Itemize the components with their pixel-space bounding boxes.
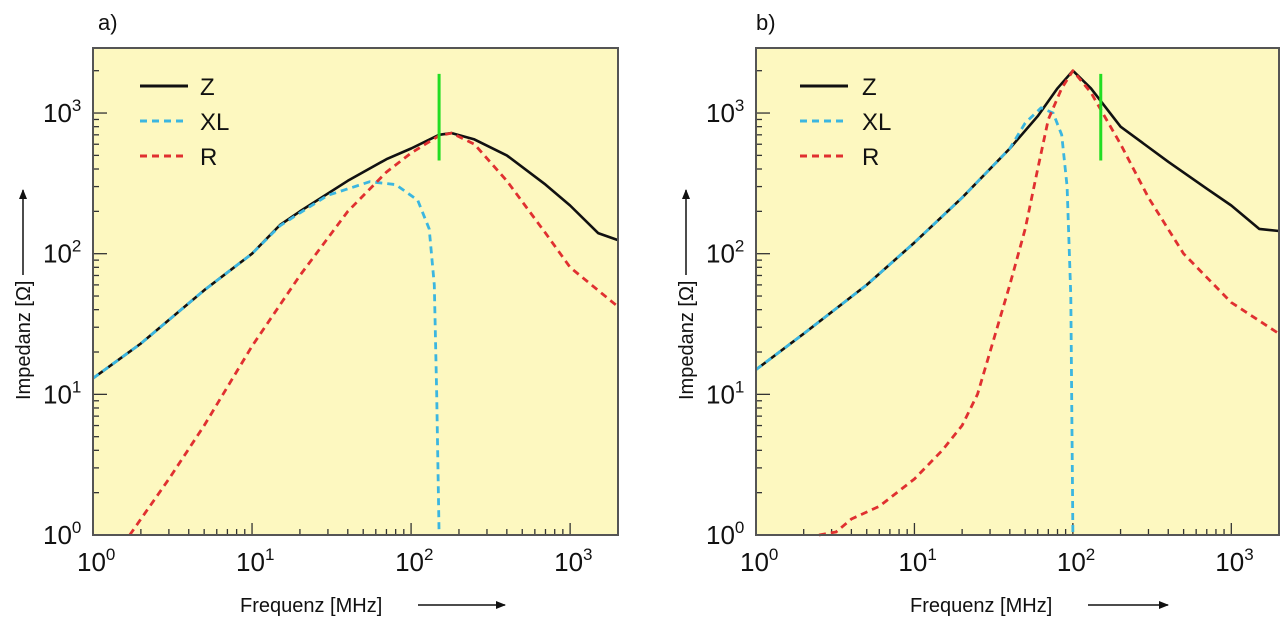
- plot-area: [92, 47, 619, 536]
- series-line-r: [128, 131, 619, 536]
- legend-item-r: R: [800, 144, 879, 171]
- y-axis-label: Impedanz [Ω]: [676, 189, 698, 400]
- y-tick-label: 102: [706, 237, 744, 269]
- x-tick-label: 101: [236, 545, 274, 577]
- series-line-r: [818, 69, 1280, 537]
- y-axis-title: Impedanz [Ω]: [676, 281, 698, 400]
- legend-item-r: R: [140, 144, 217, 171]
- legend-item-z: Z: [800, 74, 877, 101]
- y-tick-label: 100: [706, 518, 744, 550]
- legend-label: XL: [200, 109, 229, 136]
- panel-label: a): [98, 10, 118, 35]
- legend-item-xl: XL: [140, 109, 229, 136]
- chart-panel-a: a) Z XL R Impedanz [Ω] Frequenz [MHz] 10…: [13, 10, 619, 617]
- plot-frame: [92, 47, 619, 536]
- y-tick-label: 102: [43, 237, 81, 269]
- legend-label: Z: [862, 74, 877, 101]
- legend-label: XL: [862, 109, 891, 136]
- legend-label: R: [862, 144, 879, 171]
- y-axis-title: Impedanz [Ω]: [13, 281, 35, 400]
- y-tick-label: 100: [43, 518, 81, 550]
- series-line-xl: [92, 180, 441, 536]
- chart-panel-b: b) Z XL R Impedanz [Ω] Frequenz [MHz] 10…: [676, 10, 1280, 617]
- x-tick-label: 103: [554, 545, 592, 577]
- y-tick-label: 101: [43, 377, 81, 409]
- legend-label: Z: [200, 74, 215, 101]
- x-tick-label: 103: [1215, 545, 1253, 577]
- plot-frame: [755, 47, 1280, 536]
- x-tick-label: 102: [1057, 545, 1095, 577]
- x-axis-title: Frequenz [MHz]: [240, 595, 382, 617]
- x-tick-label: 102: [395, 545, 433, 577]
- legend: Z XL R: [140, 74, 229, 171]
- y-tick-label: 101: [706, 377, 744, 409]
- y-tick-label: 103: [706, 96, 744, 128]
- legend-item-z: Z: [140, 74, 215, 101]
- legend-item-xl: XL: [800, 109, 891, 136]
- plot-background: [93, 48, 618, 535]
- x-axis-label: Frequenz [MHz]: [910, 595, 1169, 617]
- x-axis-label: Frequenz [MHz]: [240, 595, 506, 617]
- x-axis-title: Frequenz [MHz]: [910, 595, 1052, 617]
- y-tick-label: 103: [43, 96, 81, 128]
- plot-background: [756, 48, 1279, 535]
- series-line-xl: [755, 106, 1075, 536]
- legend-label: R: [200, 144, 217, 171]
- y-axis-label: Impedanz [Ω]: [13, 189, 35, 400]
- panel-label: b): [756, 10, 776, 35]
- x-tick-label: 100: [740, 545, 778, 577]
- x-tick-label: 101: [898, 545, 936, 577]
- x-tick-label: 100: [77, 545, 115, 577]
- plot-area: [755, 47, 1280, 537]
- legend: Z XL R: [800, 74, 891, 171]
